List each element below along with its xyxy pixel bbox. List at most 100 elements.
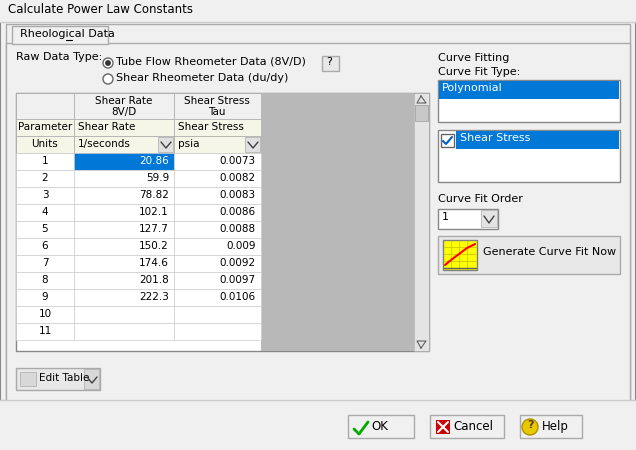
Bar [348, 415, 414, 438]
Text: 0.0073: 0.0073 [220, 156, 256, 166]
Bar [174, 272, 261, 289]
Text: 4: 4 [42, 207, 48, 217]
Text: 0.0086: 0.0086 [220, 207, 256, 217]
Bar [436, 420, 450, 434]
Bar [430, 415, 504, 438]
Bar [438, 236, 620, 274]
Text: 78.82: 78.82 [139, 190, 169, 200]
Text: 222.3: 222.3 [139, 292, 169, 302]
Circle shape [103, 58, 113, 68]
Circle shape [103, 74, 113, 84]
Bar [439, 81, 619, 99]
Bar [16, 221, 74, 238]
Text: 174.6: 174.6 [139, 258, 169, 268]
Text: 3: 3 [42, 190, 48, 200]
Text: Cancel: Cancel [453, 420, 493, 433]
Bar [245, 137, 260, 152]
Text: Edit Table: Edit Table [39, 373, 90, 383]
Bar [16, 272, 74, 289]
Bar [322, 56, 339, 71]
Bar [414, 93, 429, 351]
Text: 1: 1 [442, 212, 449, 222]
Text: Shear Rate: Shear Rate [78, 122, 135, 132]
Text: Shear Stress: Shear Stress [184, 96, 250, 106]
Text: OK: OK [371, 420, 388, 433]
Bar [20, 372, 36, 386]
Circle shape [106, 61, 110, 65]
Bar [16, 119, 74, 136]
Bar [16, 93, 74, 119]
Bar [16, 238, 74, 255]
Text: 9: 9 [42, 292, 48, 302]
Text: 7: 7 [42, 258, 48, 268]
Bar [16, 255, 74, 272]
Bar [16, 93, 429, 351]
Bar [74, 221, 174, 238]
Text: 102.1: 102.1 [139, 207, 169, 217]
Bar [16, 187, 74, 204]
Text: Generate Curve Fit Now: Generate Curve Fit Now [483, 247, 616, 257]
Text: 5: 5 [42, 224, 48, 234]
Text: Curve Fit Type:: Curve Fit Type: [438, 67, 520, 77]
Bar [174, 289, 261, 306]
Bar [520, 415, 582, 438]
Bar [16, 153, 74, 170]
Text: Parameter: Parameter [18, 122, 72, 132]
Text: Shear Rate: Shear Rate [95, 96, 153, 106]
Text: ?: ? [527, 420, 533, 430]
Bar [74, 93, 174, 119]
Bar [74, 272, 174, 289]
Text: 1/seconds: 1/seconds [78, 139, 131, 149]
Text: 1: 1 [42, 156, 48, 166]
Bar [438, 209, 498, 229]
Text: 0.0082: 0.0082 [220, 173, 256, 183]
Bar [16, 323, 74, 340]
Text: 150.2: 150.2 [139, 241, 169, 251]
Bar [174, 306, 261, 323]
Text: Curve Fit Order: Curve Fit Order [438, 194, 523, 204]
Bar [174, 323, 261, 340]
Bar [74, 170, 174, 187]
Text: 0.0106: 0.0106 [220, 292, 256, 302]
Text: Raw Data Type:: Raw Data Type: [16, 52, 102, 62]
Bar [74, 289, 174, 306]
Bar [174, 153, 261, 170]
Bar [16, 368, 100, 390]
Text: Shear Rheometer Data (du/dy): Shear Rheometer Data (du/dy) [116, 73, 288, 83]
Bar [174, 255, 261, 272]
Bar [16, 289, 74, 306]
Bar [6, 43, 630, 436]
Text: Tau: Tau [208, 107, 226, 117]
Bar [174, 204, 261, 221]
Bar [74, 306, 174, 323]
Text: Polynomial: Polynomial [442, 83, 502, 93]
Text: Shear Stress: Shear Stress [178, 122, 244, 132]
Text: 2: 2 [42, 173, 48, 183]
Bar [443, 240, 477, 270]
Text: Units: Units [32, 139, 59, 149]
Bar [12, 26, 108, 44]
Bar [0, 400, 636, 450]
Text: 11: 11 [38, 326, 52, 336]
Text: 0.0088: 0.0088 [220, 224, 256, 234]
Text: Shear Stress: Shear Stress [460, 133, 530, 143]
Text: Calculate Power Law Constants: Calculate Power Law Constants [8, 3, 193, 16]
Bar [174, 93, 261, 119]
Text: 8V/D: 8V/D [111, 107, 137, 117]
Text: Help: Help [542, 420, 569, 433]
Bar [74, 119, 174, 136]
Bar [16, 306, 74, 323]
Bar [16, 170, 74, 187]
Text: ?: ? [326, 57, 332, 67]
Text: 20.86: 20.86 [139, 156, 169, 166]
Bar [174, 221, 261, 238]
Bar [456, 131, 619, 149]
Bar [174, 238, 261, 255]
Bar [84, 369, 99, 389]
Text: 8: 8 [42, 275, 48, 285]
Bar [261, 93, 414, 351]
Bar [74, 187, 174, 204]
Text: Curve Fitting: Curve Fitting [438, 53, 509, 63]
Bar [74, 204, 174, 221]
Text: 6: 6 [42, 241, 48, 251]
